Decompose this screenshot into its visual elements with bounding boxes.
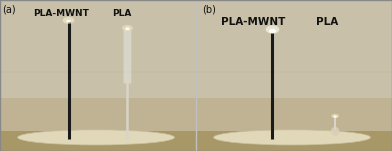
FancyBboxPatch shape: [196, 131, 392, 151]
Ellipse shape: [333, 116, 337, 118]
FancyBboxPatch shape: [0, 98, 196, 151]
Text: PLA: PLA: [112, 9, 131, 18]
Text: PLA-MWNT: PLA-MWNT: [33, 9, 89, 18]
Ellipse shape: [269, 29, 276, 33]
Ellipse shape: [18, 130, 174, 145]
Ellipse shape: [331, 114, 339, 118]
FancyBboxPatch shape: [0, 131, 196, 151]
Ellipse shape: [265, 25, 279, 34]
Text: PLA-MWNT: PLA-MWNT: [221, 17, 285, 27]
FancyBboxPatch shape: [196, 0, 392, 151]
Ellipse shape: [125, 27, 130, 30]
Ellipse shape: [331, 127, 339, 136]
Ellipse shape: [214, 130, 370, 145]
Ellipse shape: [122, 25, 133, 31]
FancyBboxPatch shape: [196, 98, 392, 151]
Ellipse shape: [63, 17, 74, 24]
Text: (a): (a): [2, 5, 16, 14]
FancyBboxPatch shape: [123, 30, 131, 84]
Text: PLA: PLA: [316, 17, 338, 27]
Ellipse shape: [66, 20, 71, 22]
Text: (b): (b): [202, 5, 216, 14]
FancyBboxPatch shape: [0, 0, 196, 151]
